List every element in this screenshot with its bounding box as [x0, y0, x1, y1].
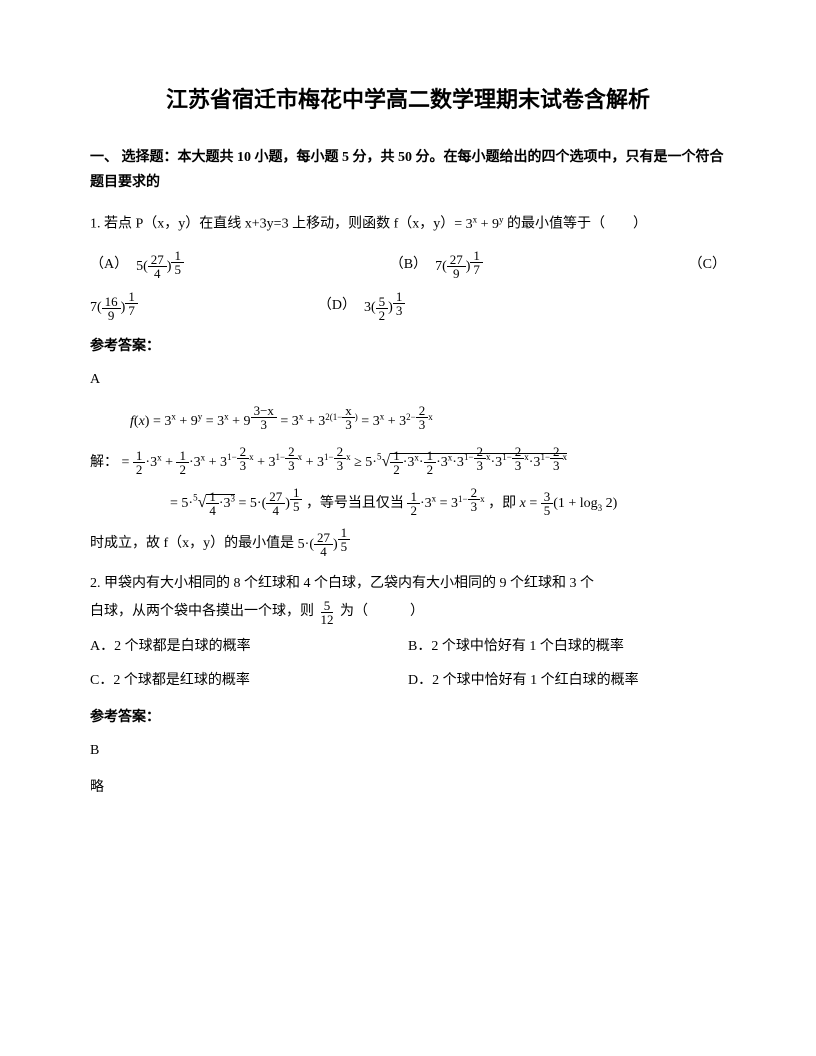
question-2: 2. 甲袋内有大小相同的 8 个红球和 4 个白球，乙袋内有大小相同的 9 个红…	[90, 570, 726, 800]
q2-answer-label: 参考答案：	[90, 705, 726, 730]
q1-answer: A	[90, 367, 726, 392]
q2-optD: D．2 个球中恰好有 1 个红白球的概率	[408, 668, 726, 693]
q2-line2b: 为（ ）	[340, 604, 424, 619]
page-title: 江苏省宿迁市梅花中学高二数学理期末试卷含解析	[90, 80, 726, 120]
q2-optA: A．2 个球都是白球的概率	[90, 634, 408, 659]
q1-sol-prefix: 解：	[90, 455, 118, 470]
q1-sol-cond1: ，等号当且仅当	[306, 496, 404, 511]
q1-solution: f(x) = 3x + 9y = 3x + 93−x3 = 3x + 32(1−…	[90, 404, 726, 560]
section-1-header: 一、 选择题：本大题共 10 小题，每小题 5 分，共 50 分。在每小题给出的…	[90, 145, 726, 195]
q1-optB-label: （B）	[390, 252, 427, 277]
q1-text-before: 1. 若点 P（x，y）在直线 x+3y=3 上移动，则函数 f（x，y）=	[90, 217, 462, 232]
q1-option-a: （A） 5(274)15	[90, 249, 184, 281]
q2-optC: C．2 个球都是红球的概率	[90, 668, 408, 693]
q1-text: 1. 若点 P（x，y）在直线 x+3y=3 上移动，则函数 f（x，y）= 3…	[90, 210, 726, 239]
q1-optC-formula: 7(169)17	[90, 290, 138, 322]
q1-sol-cond-formula: 12·3x = 31−23x	[407, 496, 488, 511]
q1-sol-line1: f(x) = 3x + 9y = 3x + 93−x3 = 3x + 32(1−…	[130, 414, 433, 429]
question-1: 1. 若点 P（x，y）在直线 x+3y=3 上移动，则函数 f（x，y）= 3…	[90, 210, 726, 560]
q2-line1: 2. 甲袋内有大小相同的 8 个红球和 4 个白球，乙袋内有大小相同的 9 个红…	[90, 570, 726, 598]
q1-sol-line3: 5·5√14·33 = 5·(274)15	[181, 496, 306, 511]
q1-text-after: 的最小值等于（ ）	[507, 217, 647, 232]
q1-option-c: （C）	[689, 252, 726, 277]
q2-text: 2. 甲袋内有大小相同的 8 个红球和 4 个白球，乙袋内有大小相同的 9 个红…	[90, 570, 726, 626]
q1-sol-final: 时成立，故 f（x，y）的最小值是	[90, 537, 294, 552]
q2-line2a: 白球，从两个袋中各摸出一个球，则	[90, 604, 314, 619]
q1-optB-formula: 7(279)17	[435, 249, 483, 281]
q1-optA-formula: 5(274)15	[136, 249, 184, 281]
q1-sol-cond2: ，即	[488, 496, 516, 511]
q1-sol-cond-x: x = 35(1 + log3 2)	[520, 496, 618, 511]
q1-sol-line2: = 12·3x + 12·3x + 31−23x + 31−23x + 31−2…	[122, 455, 568, 470]
q1-optD-label: （D）	[318, 293, 356, 318]
q1-option-b: （B） 7(279)17	[390, 249, 483, 281]
q1-optD-formula: 3(52)13	[364, 290, 405, 322]
q1-optC-label: （C）	[689, 252, 726, 277]
q1-formula-mid: 3x + 9y	[466, 217, 504, 232]
q1-optA-label: （A）	[90, 252, 128, 277]
q1-sol-final-formula: 5·(274)15	[298, 537, 351, 552]
q2-optB: B．2 个球中恰好有 1 个白球的概率	[408, 634, 726, 659]
q2-options: A．2 个球都是白球的概率 B．2 个球中恰好有 1 个白球的概率 C．2 个球…	[90, 634, 726, 692]
q2-answer: B	[90, 738, 726, 763]
q1-options-row-1: （A） 5(274)15 （B） 7(279)17 （C）	[90, 249, 726, 281]
q1-sol-eq: =	[170, 496, 178, 511]
q2-brief: 略	[90, 775, 726, 800]
q2-fraction: 512	[318, 604, 337, 619]
q1-option-d: （D） 3(52)13	[318, 290, 405, 322]
q1-options-row-2: 7(169)17 （D） 3(52)13	[90, 290, 726, 322]
q1-answer-label: 参考答案：	[90, 334, 726, 359]
